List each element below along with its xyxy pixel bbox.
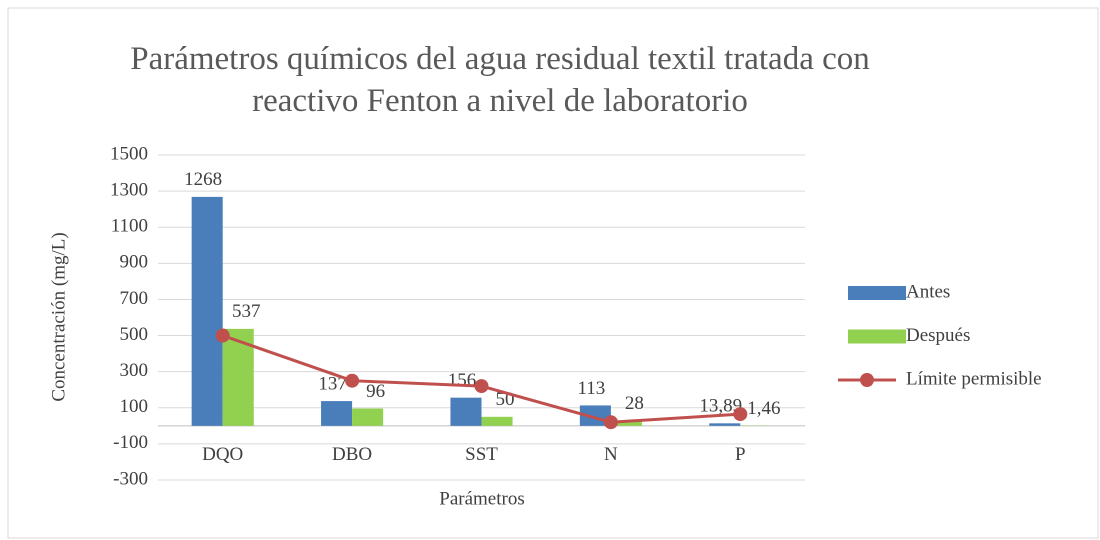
y-tick-label: -300 [113,468,148,489]
y-tick-label: -100 [113,432,148,453]
y-tick-label: 700 [120,288,149,309]
x-tick-label: DBO [332,444,372,465]
y-tick-label: 500 [120,324,149,345]
x-tick-label: SST [465,444,498,465]
x-tick-label: P [735,444,746,465]
data-label: 156 [448,370,477,391]
data-label: 96 [366,381,385,402]
bar [610,420,642,426]
x-axis-title: Parámetros [439,488,524,509]
y-tick-label: 1100 [111,216,148,237]
data-label: 13,89 [699,396,742,417]
x-tick-label: N [604,444,618,465]
chart-border [7,7,1099,539]
y-tick-label: 900 [120,252,149,273]
data-label: 537 [232,301,261,322]
legend-marker [860,373,874,387]
data-label: 1268 [184,169,222,190]
legend-label: Límite permisible [906,368,1042,389]
bar [709,423,741,426]
x-tick-label: DQO [202,444,243,465]
bar [481,416,513,426]
data-label: 137 [318,373,347,394]
data-label: 113 [577,378,605,399]
bar [321,401,353,426]
data-label: 1,46 [747,398,780,419]
legend-swatch [848,286,906,300]
y-axis-title: Concentración (mg/L) [48,232,69,401]
line-point [474,379,489,394]
legend-swatch [848,329,906,344]
y-tick-label: 1300 [110,179,148,200]
line-point [215,328,230,343]
line-point [733,407,748,422]
y-tick-label: 100 [120,396,149,417]
legend-label: Después [906,325,970,346]
bar [450,397,482,426]
y-tick-label: 300 [120,360,149,381]
line-point [345,373,360,388]
line-point [603,415,618,430]
y-tick-label: 1500 [110,143,148,164]
data-label: 28 [625,393,644,414]
chart-title: Parámetros químicos del agua residual te… [130,41,870,119]
bar [352,408,384,426]
bar [191,196,223,426]
legend-label: Antes [906,281,950,302]
